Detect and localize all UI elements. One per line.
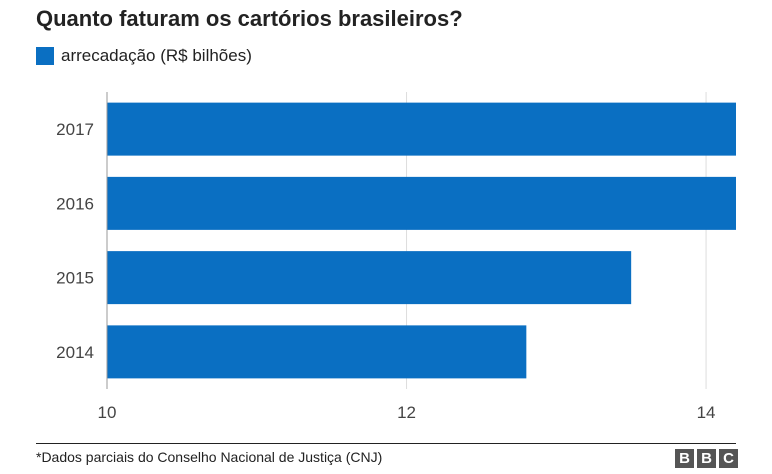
bar <box>107 325 527 379</box>
bar <box>107 251 632 305</box>
x-tick-label: 10 <box>98 403 117 422</box>
bar <box>107 176 736 230</box>
x-tick-label: 14 <box>697 403 716 422</box>
footnote: *Dados parciais do Conselho Nacional de … <box>36 449 383 465</box>
x-tick-label: 12 <box>397 403 416 422</box>
legend-label: arrecadação (R$ bilhões) <box>61 46 252 65</box>
bbc-logo: B B C <box>675 449 738 468</box>
logo-letter: B <box>697 449 716 468</box>
y-tick-label: 2017 <box>56 120 94 139</box>
bar <box>107 102 736 156</box>
logo-letter: B <box>675 449 694 468</box>
legend-swatch <box>36 47 54 65</box>
logo-letter: C <box>719 449 738 468</box>
chart-legend: arrecadação (R$ bilhões) <box>36 46 252 66</box>
chart-title: Quanto faturam os cartórios brasileiros? <box>36 6 463 31</box>
y-tick-label: 2015 <box>56 269 94 288</box>
y-tick-label: 2014 <box>56 343 94 362</box>
footer-divider <box>36 443 736 444</box>
y-tick-label: 2016 <box>56 194 94 213</box>
